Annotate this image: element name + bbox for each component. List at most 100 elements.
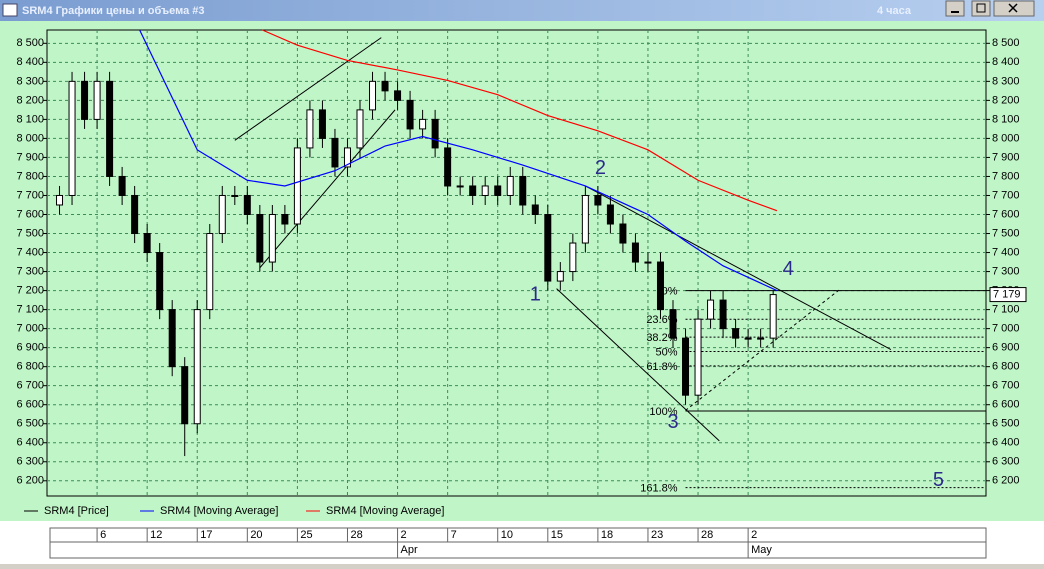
moving-average bbox=[139, 29, 778, 292]
candle-body bbox=[719, 299, 727, 330]
legend-label: SRM4 [Moving Average] bbox=[326, 505, 444, 517]
candle-body bbox=[594, 194, 602, 206]
candle-body bbox=[644, 261, 652, 264]
y-tick-label-right: 8 000 bbox=[992, 132, 1020, 144]
y-tick-label-right: 8 400 bbox=[992, 56, 1020, 68]
candle-body bbox=[193, 309, 201, 425]
y-tick-label: 6 300 bbox=[16, 456, 44, 468]
candle-body bbox=[619, 223, 627, 244]
candle-body bbox=[293, 147, 301, 225]
y-tick-label: 8 200 bbox=[16, 94, 44, 106]
y-tick-label: 7 100 bbox=[16, 304, 44, 316]
y-tick-label: 6 700 bbox=[16, 380, 44, 392]
candle-body bbox=[318, 109, 326, 139]
y-tick-label-right: 7 400 bbox=[992, 246, 1020, 258]
y-tick-label: 6 800 bbox=[16, 361, 44, 373]
y-tick-label: 7 400 bbox=[16, 246, 44, 258]
y-tick-label-right: 7 300 bbox=[992, 265, 1020, 277]
candle-body bbox=[656, 261, 664, 311]
y-tick-label-right: 7 100 bbox=[992, 304, 1020, 316]
y-tick-label: 7 000 bbox=[16, 323, 44, 335]
x-tick-label: 6 bbox=[100, 529, 106, 541]
y-tick-label: 7 900 bbox=[16, 151, 44, 163]
trend-line bbox=[259, 109, 396, 269]
candle-body bbox=[394, 90, 402, 101]
wave-label: 5 bbox=[933, 469, 944, 491]
y-tick-label: 7 300 bbox=[16, 265, 44, 277]
minimize-button[interactable] bbox=[945, 0, 965, 17]
y-tick-label-right: 7 500 bbox=[992, 227, 1020, 239]
x-tick-label: 28 bbox=[701, 529, 713, 541]
last-price-box bbox=[989, 287, 1027, 303]
candle-body bbox=[419, 118, 427, 130]
fib-label: 161.8% bbox=[640, 483, 678, 495]
y-tick-label-right: 6 500 bbox=[992, 418, 1020, 430]
wave-label: 2 bbox=[595, 157, 606, 179]
candle-body bbox=[707, 299, 715, 320]
candle-body bbox=[156, 252, 164, 311]
x-tick-label: 2 bbox=[751, 529, 757, 541]
x-tick-label: 23 bbox=[651, 529, 663, 541]
candle-body bbox=[469, 185, 477, 196]
candle-body bbox=[381, 80, 389, 92]
candle-body bbox=[769, 294, 777, 339]
y-tick-label: 7 600 bbox=[16, 208, 44, 220]
x-tick-label: 20 bbox=[250, 529, 262, 541]
candle-body bbox=[231, 194, 239, 197]
candle-body bbox=[569, 242, 577, 273]
candle-body bbox=[143, 233, 151, 254]
y-tick-label-right: 7 900 bbox=[992, 151, 1020, 163]
y-tick-label: 6 900 bbox=[16, 342, 44, 354]
y-tick-label: 8 400 bbox=[16, 56, 44, 68]
y-tick-label-right: 6 400 bbox=[992, 437, 1020, 449]
y-tick-label-right: 7 600 bbox=[992, 208, 1020, 220]
y-tick-label-right: 6 900 bbox=[992, 342, 1020, 354]
trend-line bbox=[556, 288, 720, 442]
y-tick-label: 7 500 bbox=[16, 227, 44, 239]
y-tick-label: 7 200 bbox=[16, 284, 44, 296]
y-tick-label-right: 8 200 bbox=[992, 94, 1020, 106]
maximize-button[interactable] bbox=[971, 0, 991, 17]
candle-body bbox=[93, 80, 101, 120]
x-tick-label: 15 bbox=[551, 529, 563, 541]
x-tick-label: 28 bbox=[350, 529, 362, 541]
candle-body bbox=[356, 109, 364, 149]
candle-body bbox=[56, 194, 64, 206]
candle-body bbox=[669, 309, 677, 339]
candle-body bbox=[81, 80, 89, 120]
title-bar bbox=[0, 0, 1044, 21]
y-tick-label-right: 8 300 bbox=[992, 75, 1020, 87]
candle-body bbox=[481, 185, 489, 196]
legend-label: SRM4 [Price] bbox=[44, 505, 109, 517]
y-tick-label: 8 300 bbox=[16, 75, 44, 87]
candle-body bbox=[331, 137, 339, 168]
last-price-label: 7 179 bbox=[993, 288, 1021, 300]
x-tick-label: 7 bbox=[451, 529, 457, 541]
candle-body bbox=[631, 242, 639, 263]
candle-body bbox=[757, 337, 765, 340]
timeframe: 4 часа bbox=[877, 5, 912, 17]
candle-body bbox=[243, 194, 251, 215]
fib-label: 50% bbox=[655, 346, 677, 358]
candle-body bbox=[494, 185, 502, 196]
candle-body bbox=[218, 194, 226, 235]
candle-body bbox=[106, 80, 114, 177]
y-tick-label: 6 200 bbox=[16, 475, 44, 487]
candle-body bbox=[256, 213, 264, 263]
y-tick-label-right: 8 500 bbox=[992, 37, 1020, 49]
y-tick-label-right: 7 700 bbox=[992, 189, 1020, 201]
plot-border bbox=[46, 29, 987, 497]
candle-body bbox=[556, 271, 564, 282]
moving-average bbox=[262, 29, 778, 212]
candle-body bbox=[694, 318, 702, 396]
trend-line bbox=[685, 288, 842, 411]
month-label: May bbox=[751, 544, 772, 556]
wave-label: 3 bbox=[667, 411, 678, 433]
y-tick-label-right: 6 800 bbox=[992, 361, 1020, 373]
y-tick-label-right: 8 100 bbox=[992, 113, 1020, 125]
candle-body bbox=[531, 204, 539, 215]
x-tick-label: 25 bbox=[300, 529, 312, 541]
window-icon bbox=[2, 3, 18, 17]
candle-body bbox=[581, 194, 589, 244]
